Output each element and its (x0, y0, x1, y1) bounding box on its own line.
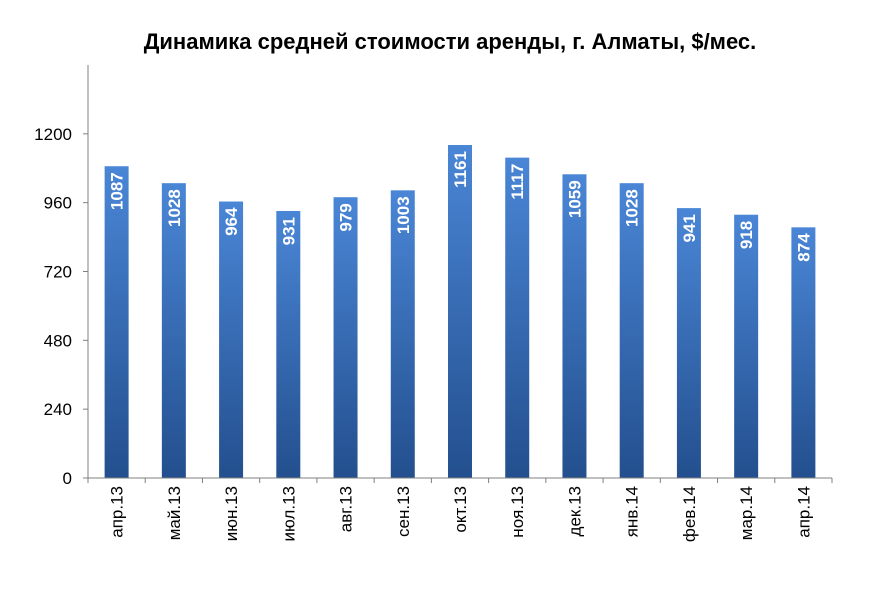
bar (104, 166, 129, 478)
data-label: 1028 (623, 189, 642, 227)
bars: 1087 1028 964 931 979 1003 1161 1117 1059 1028 941… (104, 145, 816, 479)
x-tick-label: авг.13 (337, 486, 356, 532)
data-label: 1028 (165, 189, 184, 227)
bar (390, 190, 415, 478)
bar (276, 210, 301, 479)
y-tick-label: 1200 (34, 125, 72, 144)
axes (87, 65, 832, 479)
bar (219, 201, 244, 478)
bar (619, 183, 644, 479)
x-axis-ticks: апр.13 май.13 июн.13 июл.13 авг.13 сен.13 окт.… (87, 478, 833, 542)
data-label: 874 (794, 233, 813, 262)
x-tick-label: апр.13 (108, 486, 127, 538)
x-tick-label: ноя.13 (508, 486, 527, 538)
x-tick-label: окт.13 (451, 486, 470, 533)
data-label: 1087 (108, 172, 127, 210)
data-label: 1161 (451, 151, 470, 188)
data-label: 1003 (394, 196, 413, 234)
x-tick-label: сен.13 (394, 486, 413, 537)
x-tick-label: апр.14 (794, 486, 813, 538)
x-tick-label: янв.14 (623, 486, 642, 537)
data-label: 1117 (508, 164, 527, 200)
y-axis-ticks: 0 240 480 720 960 1200 (34, 125, 88, 488)
x-tick-label: мар.14 (737, 486, 756, 540)
data-label: 979 (337, 203, 356, 231)
y-tick-label: 240 (44, 400, 72, 419)
y-tick-label: 480 (44, 331, 72, 350)
x-tick-label: май.13 (165, 486, 184, 540)
chart-title: Динамика средней стоимости аренды, г. Ал… (144, 29, 757, 54)
x-tick-label: фев.14 (680, 486, 699, 542)
data-label: 964 (222, 207, 241, 236)
x-tick-label: июл.13 (279, 486, 298, 541)
data-label: 931 (279, 217, 298, 245)
data-label: 918 (737, 221, 756, 249)
y-tick-label: 720 (44, 263, 72, 282)
bar (734, 214, 759, 478)
bar (448, 145, 472, 479)
bar (676, 208, 701, 478)
data-label: 1059 (565, 180, 584, 218)
y-tick-label: 960 (44, 194, 72, 213)
bar (791, 227, 816, 478)
bar (562, 174, 587, 478)
x-tick-label: дек.13 (565, 486, 584, 536)
x-tick-label: июн.13 (222, 486, 241, 541)
bar (505, 157, 530, 479)
data-label: 941 (680, 214, 699, 242)
bar (333, 197, 358, 479)
bar (161, 183, 186, 479)
y-tick-label: 0 (63, 469, 72, 488)
